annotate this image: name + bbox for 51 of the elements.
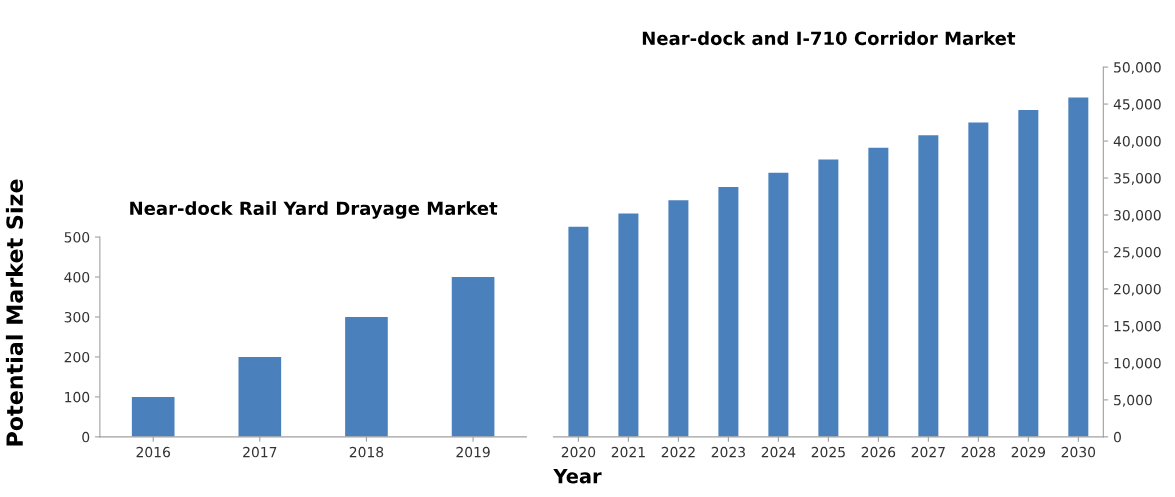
- bar: [131, 396, 175, 437]
- y-tick-label: 200: [64, 351, 90, 363]
- x-tick-label: 2029: [1011, 446, 1046, 458]
- bar: [238, 356, 282, 437]
- x-tick-label: 2024: [761, 446, 796, 458]
- chart-title: Near-dock and I-710 Corridor Market: [642, 31, 1016, 46]
- x-tick-label: 2018: [349, 446, 384, 458]
- x-tick-label: 2020: [561, 446, 596, 458]
- y-tick-label: 10,000: [1114, 357, 1161, 370]
- bar: [345, 316, 388, 437]
- y-tick-label: 400: [64, 272, 90, 283]
- bar: [868, 147, 889, 437]
- bar: [668, 200, 689, 437]
- y-tick-label: 0: [82, 431, 90, 443]
- y-tick-label: 40,000: [1113, 136, 1161, 148]
- x-tick-label: 2030: [1061, 446, 1096, 458]
- x-tick-label: 2019: [456, 446, 490, 458]
- bar: [568, 226, 589, 437]
- y-tick-label: 30,000: [1114, 209, 1161, 222]
- bar: [451, 277, 495, 437]
- y-tick-label: 45,000: [1113, 99, 1161, 111]
- y-tick-label: 100: [65, 391, 90, 403]
- y-tick-label: 0: [1113, 431, 1121, 443]
- y-tick-label: 20,000: [1114, 283, 1161, 296]
- x-tick-label: 2021: [611, 446, 645, 458]
- bar: [1018, 109, 1039, 437]
- x-axis-title: Year: [553, 468, 602, 484]
- bar: [968, 122, 989, 437]
- bar: [1068, 97, 1089, 437]
- x-tick-label: 2027: [911, 446, 945, 458]
- y-tick-label: 50,000: [1114, 62, 1161, 74]
- chart-title: Near-dock Rail Yard Drayage Market: [130, 201, 498, 219]
- y-tick-label: 5,000: [1114, 394, 1152, 407]
- y-tick-label: 300: [64, 311, 90, 323]
- x-tick-label: 2023: [711, 446, 745, 458]
- bar: [718, 186, 739, 437]
- bar: [818, 159, 839, 437]
- x-tick-label: 2016: [136, 446, 170, 458]
- y-axis-title: Potential Market Size: [5, 179, 24, 446]
- bar: [618, 213, 639, 437]
- y-tick-label: 35,000: [1114, 172, 1161, 185]
- x-tick-label: 2022: [661, 446, 695, 458]
- bar: [768, 172, 789, 437]
- y-tick-label: 500: [64, 232, 90, 243]
- x-tick-label: 2025: [811, 446, 845, 458]
- x-tick-label: 2028: [961, 446, 996, 458]
- x-tick-label: 2017: [243, 446, 277, 458]
- x-tick-label: 2026: [861, 446, 896, 458]
- y-tick-label: 25,000: [1114, 246, 1161, 259]
- y-tick-label: 15,000: [1114, 320, 1161, 333]
- bar: [918, 135, 939, 437]
